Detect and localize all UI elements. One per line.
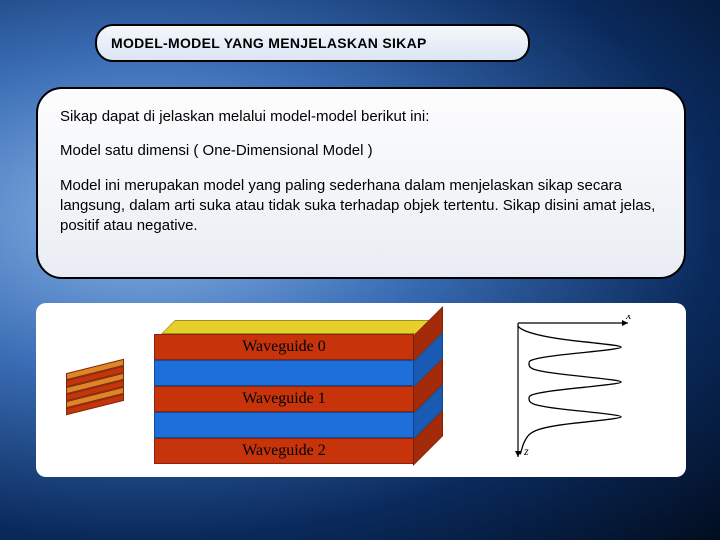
z-axis-label: z: [523, 444, 529, 458]
description-text: Model ini merupakan model yang paling se…: [60, 176, 662, 237]
wave-curve: [518, 326, 621, 455]
mini-layer-stack-icon: [66, 359, 124, 421]
waveguide-layer: Waveguide 0: [154, 334, 414, 360]
waveguide-layer: Waveguide 1: [154, 386, 414, 412]
x-axis-label: x: [625, 315, 632, 322]
diagram-panel: Waveguide 0Waveguide 1Waveguide 2 xz: [36, 303, 686, 477]
subtitle-text: Model satu dimensi ( One-Dimensional Mod…: [60, 141, 662, 161]
waveguide-stack: Waveguide 0Waveguide 1Waveguide 2: [154, 320, 464, 460]
waveguide-layer: Waveguide 2: [154, 438, 414, 464]
spacer-layer: [154, 412, 414, 438]
stack-top: [161, 320, 435, 334]
body-box: Sikap dapat di jelaskan melalui model-mo…: [36, 87, 686, 279]
title-box: MODEL-MODEL YANG MENJELASKAN SIKAP: [95, 24, 530, 62]
title-text: MODEL-MODEL YANG MENJELASKAN SIKAP: [111, 35, 427, 51]
wave-plot: xz: [494, 315, 634, 465]
intro-text: Sikap dapat di jelaskan melalui model-mo…: [60, 107, 662, 127]
spacer-layer: [154, 360, 414, 386]
